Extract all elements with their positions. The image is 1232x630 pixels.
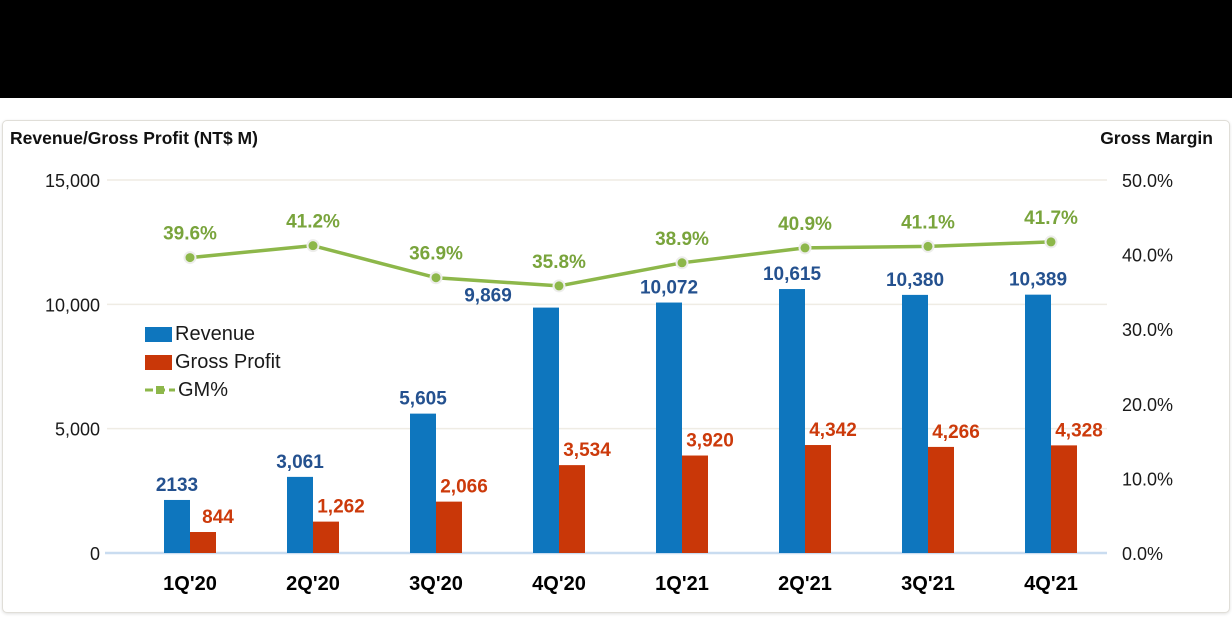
revenue-swatch [145,326,172,342]
legend-label-gross-profit: Gross Profit [175,350,281,373]
legend-label-revenue: Revenue [175,322,256,345]
gm-line-swatch [145,386,175,394]
right-axis-title: Gross Margin [1100,128,1213,148]
legend-item-gm: GM% [145,376,281,404]
legend-item-gross-profit: Gross Profit [145,348,281,376]
chart-legend: Revenue Gross Profit GM% [145,320,281,404]
gross-profit-swatch [145,354,172,370]
left-axis-title: Revenue/Gross Profit (NT$ M) [10,128,258,148]
legend-label-gm: GM% [178,378,228,401]
top-black-band [0,0,1232,98]
legend-item-revenue: Revenue [145,320,281,348]
panel-header: Revenue/Gross Profit (NT$ M) Gross Margi… [3,121,1229,149]
